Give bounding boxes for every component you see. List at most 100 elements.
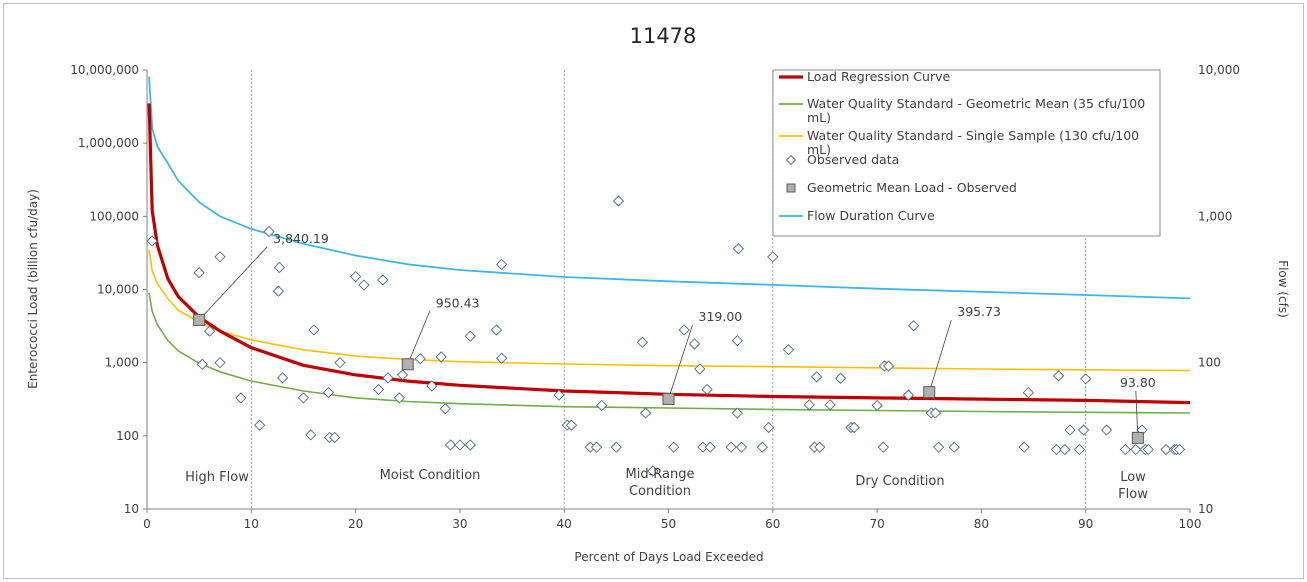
region-label: Condition [629, 484, 691, 499]
observed-point [636, 336, 649, 348]
x-tick-label: 50 [661, 517, 676, 531]
x-tick-label: 90 [1078, 517, 1093, 531]
observed-point [297, 392, 310, 404]
observed-point [305, 429, 317, 441]
y2-tick-label: 10 [1198, 502, 1213, 516]
y-tick-label: 1,000,000 [78, 136, 139, 150]
observed-point [1022, 386, 1034, 399]
observed-point [767, 251, 779, 263]
series-line-3 [148, 76, 1191, 300]
y-axis-ticks: 10 100 1,000 10,000 100,000 1,000,000 10,000,0… [70, 63, 147, 516]
observed-point [735, 441, 748, 453]
geomean-points [193, 313, 1144, 444]
geomean-point [662, 392, 675, 405]
callout-line [1135, 390, 1139, 438]
flow-regions: High Flow Moist Condition Mid-Range Conditi… [185, 467, 1148, 502]
region-label: Flow [1118, 487, 1148, 502]
observed-point [444, 439, 457, 451]
x-tick-label: 60 [765, 517, 780, 531]
x-tick-label: 20 [348, 517, 363, 531]
observed-point [334, 357, 346, 369]
observed-point [590, 441, 603, 453]
observed-point [848, 421, 860, 434]
region-label: Low [1120, 470, 1146, 485]
observed-point [612, 195, 625, 207]
callout-label: 950.43 [436, 295, 480, 310]
x-tick-label: 100 [1179, 517, 1202, 531]
geomean-callouts: 3,840.19 950.43 319.00 395.73 93.80 [198, 231, 1156, 438]
observed-point [877, 441, 889, 453]
series-line-0 [147, 103, 1191, 405]
observed-point [948, 441, 960, 453]
observed-point [235, 392, 247, 404]
geomean-point [401, 358, 414, 371]
callout-label: 3,840.19 [273, 231, 329, 246]
legend-label: Load Regression Curve [807, 69, 950, 84]
observed-point [454, 439, 466, 451]
y-tick-label: 10,000,000 [70, 63, 139, 77]
observed-point [426, 380, 438, 392]
observed-point [1052, 370, 1065, 382]
legend-box [772, 69, 1161, 237]
callout-label: 93.80 [1120, 375, 1156, 390]
observed-point [803, 399, 815, 411]
legend-label: Water Quality Standard - Geometric Mean … [807, 96, 1145, 111]
observed-point [308, 324, 320, 336]
legend-label: Geometric Mean Load - Observed [807, 180, 1017, 195]
observed-point [273, 261, 286, 274]
observed-point [871, 399, 883, 412]
observed-point [834, 372, 847, 385]
observed-point [639, 407, 652, 419]
y-tick-label: 100,000 [89, 209, 139, 223]
x-tick-label: 0 [143, 517, 151, 531]
geomean-point [1131, 431, 1144, 444]
observed-point [196, 358, 208, 370]
observed-point [929, 407, 942, 419]
observed-point [907, 320, 920, 332]
x-tick-label: 30 [452, 517, 467, 531]
callout-line [407, 311, 431, 365]
observed-point [358, 279, 370, 291]
region-label: Mid-Range [626, 467, 695, 482]
region-label: Dry Condition [855, 474, 944, 489]
observed-point [495, 352, 508, 364]
callout-line [928, 320, 952, 393]
observed-point [1119, 443, 1131, 456]
observed-point [214, 357, 226, 369]
y2-tick-label: 1,000 [1198, 209, 1232, 223]
observed-point [824, 399, 836, 411]
observed-point [1142, 443, 1154, 456]
observed-point [414, 353, 426, 365]
observed-point [762, 421, 775, 434]
observed-point [782, 344, 795, 356]
y2-tick-label: 100 [1198, 356, 1221, 370]
observed-point [647, 465, 659, 477]
geomean-point [923, 386, 936, 399]
callout-line [668, 324, 693, 400]
y2-axis-ticks: 10 100 1,000 10,000 [1198, 63, 1240, 516]
observed-point [1073, 443, 1086, 456]
legend-label: Water Quality Standard - Single Sample (… [807, 128, 1139, 143]
observed-point [933, 441, 945, 453]
observed-point [396, 369, 409, 381]
observed-point [495, 258, 508, 271]
observed-point [439, 403, 451, 415]
observed-point [732, 243, 745, 255]
observed-point [435, 351, 447, 363]
observed-point [464, 439, 476, 451]
observed-point [393, 392, 406, 404]
x-tick-label: 40 [557, 517, 572, 531]
observed-point [1050, 443, 1063, 456]
observed-point [610, 441, 622, 453]
callout-label: 319.00 [699, 309, 743, 324]
callout-line [198, 246, 268, 321]
observed-point [814, 441, 826, 453]
y-tick-label: 10,000 [97, 283, 139, 297]
observed-point [882, 360, 895, 372]
callout-label: 395.73 [957, 304, 1001, 319]
observed-point [1018, 441, 1030, 453]
observed-point [254, 419, 266, 431]
legend-label: mL) [807, 110, 831, 125]
observed-point [1160, 443, 1172, 456]
region-label: Moist Condition [380, 468, 481, 483]
